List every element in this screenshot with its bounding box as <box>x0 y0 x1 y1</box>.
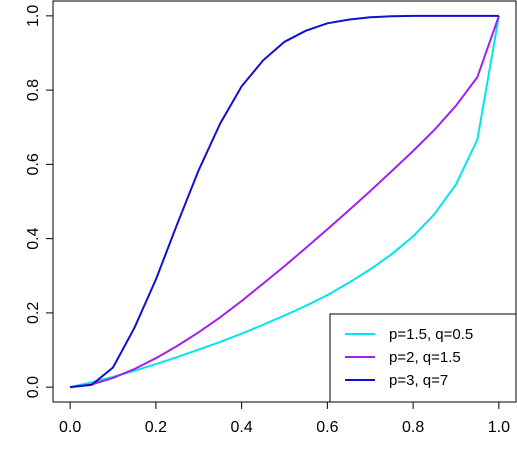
series-lines <box>69 14 500 389</box>
y-tick-label: 0.4 <box>25 227 42 249</box>
x-axis: 0.0 0.2 0.4 0.6 0.8 1.0 <box>59 401 510 436</box>
x-tick-label: 0.2 <box>145 419 167 436</box>
legend-label: p=3, q=7 <box>389 372 448 389</box>
x-tick-label: 0.4 <box>231 419 253 436</box>
y-tick-label: 1.0 <box>25 5 42 27</box>
y-tick-label: 0.8 <box>25 79 42 101</box>
y-axis: 0.0 0.2 0.4 0.6 0.8 1.0 <box>25 5 54 398</box>
y-tick-label: 0.0 <box>25 376 42 398</box>
legend-label: p=1.5, q=0.5 <box>389 326 473 343</box>
series-line <box>69 15 500 389</box>
x-tick-label: 0.6 <box>316 419 338 436</box>
legend: p=1.5, q=0.5 p=2, q=1.5 p=3, q=7 <box>329 313 517 403</box>
series-line <box>69 14 499 389</box>
y-tick-label: 0.2 <box>25 302 42 324</box>
series-line <box>69 15 500 389</box>
x-tick-label: 0.8 <box>402 419 424 436</box>
y-tick-label: 0.6 <box>25 153 42 175</box>
x-tick-label: 0.0 <box>59 419 81 436</box>
legend-label: p=2, q=1.5 <box>389 349 461 366</box>
x-tick-label: 1.0 <box>488 419 510 436</box>
